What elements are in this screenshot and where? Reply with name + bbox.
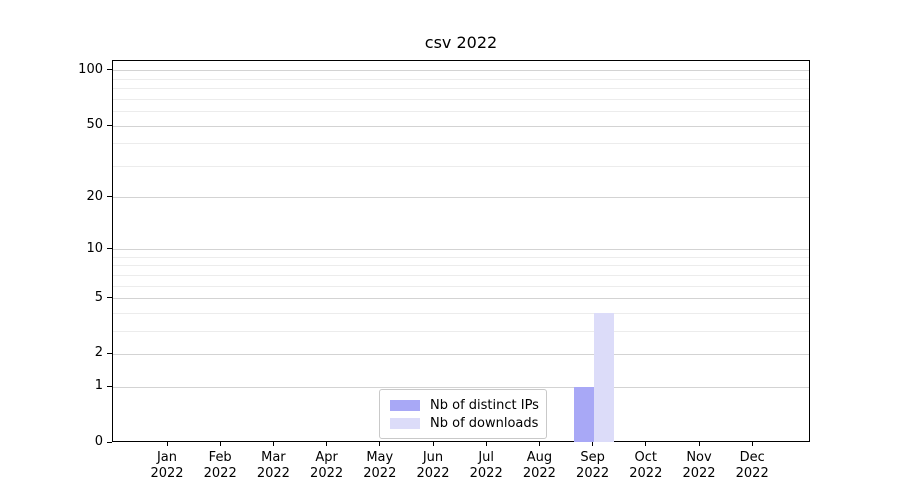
- x-tick-label: Oct 2022: [629, 450, 663, 481]
- y-tick: [107, 441, 112, 443]
- legend-label-downloads: Nb of downloads: [430, 415, 539, 431]
- x-tick: [166, 442, 168, 446]
- y-tick-label: 0: [94, 434, 103, 449]
- y-tick-label: 2: [94, 345, 103, 361]
- y-tick: [107, 385, 112, 387]
- y-tick: [107, 352, 112, 354]
- y-gridline-minor: [113, 330, 809, 332]
- x-tick: [645, 442, 647, 446]
- bar-distinct-ips: [573, 387, 594, 442]
- x-tick-label: Mar 2022: [256, 450, 290, 481]
- x-tick-label: Aug 2022: [522, 450, 556, 481]
- y-gridline-minor: [113, 312, 809, 314]
- x-tick-label: Feb 2022: [203, 450, 237, 481]
- x-tick: [592, 442, 594, 446]
- x-tick: [432, 442, 434, 446]
- y-tick-label: 5: [94, 289, 103, 305]
- y-gridline-major: [113, 298, 809, 300]
- y-gridline-major: [113, 197, 809, 199]
- x-tick: [698, 442, 700, 446]
- x-tick-label: Dec 2022: [735, 450, 769, 481]
- y-tick: [107, 124, 112, 126]
- x-tick: [751, 442, 753, 446]
- x-tick-label: May 2022: [363, 450, 397, 481]
- legend-swatch-distinct-ips: [390, 399, 420, 411]
- y-gridline-minor: [113, 143, 809, 145]
- y-gridline-minor: [113, 78, 809, 80]
- y-tick: [107, 196, 112, 198]
- x-tick: [219, 442, 221, 446]
- y-gridline-minor: [113, 165, 809, 167]
- legend-item-distinct-ips: Nb of distinct IPs: [390, 396, 539, 414]
- legend-label-distinct-ips: Nb of distinct IPs: [430, 397, 539, 413]
- y-tick: [107, 69, 112, 71]
- y-tick-label: 20: [86, 188, 103, 204]
- chart-title: csv 2022: [424, 33, 498, 52]
- y-gridline-major: [113, 386, 809, 388]
- x-tick: [538, 442, 540, 446]
- y-tick-label: 1: [94, 378, 103, 394]
- y-gridline-major: [113, 70, 809, 72]
- y-gridline-minor: [113, 265, 809, 267]
- y-tick: [107, 297, 112, 299]
- x-tick: [485, 442, 487, 446]
- y-gridline-minor: [113, 274, 809, 276]
- y-tick-label: 50: [86, 117, 103, 133]
- y-tick-label: 10: [86, 240, 103, 256]
- x-tick-label: Apr 2022: [310, 450, 344, 481]
- x-tick: [379, 442, 381, 446]
- y-gridline-major: [113, 249, 809, 251]
- y-gridline-major: [113, 353, 809, 355]
- x-tick-label: Jul 2022: [469, 450, 503, 481]
- x-tick-label: Jan 2022: [150, 450, 184, 481]
- y-gridline-minor: [113, 111, 809, 113]
- y-tick-label: 100: [78, 61, 103, 77]
- y-tick: [107, 248, 112, 250]
- y-gridline-minor: [113, 98, 809, 100]
- y-gridline-minor: [113, 88, 809, 90]
- x-tick: [272, 442, 274, 446]
- y-gridline-minor: [113, 285, 809, 287]
- plot-area: [112, 60, 810, 442]
- y-gridline-major: [113, 125, 809, 127]
- x-tick-label: Jun 2022: [416, 450, 450, 481]
- x-tick-label: Sep 2022: [576, 450, 610, 481]
- x-tick-label: Nov 2022: [682, 450, 716, 481]
- legend-swatch-downloads: [390, 417, 420, 429]
- bar-downloads: [593, 313, 614, 442]
- legend: Nb of distinct IPs Nb of downloads: [379, 389, 547, 439]
- y-gridline-minor: [113, 256, 809, 258]
- x-tick: [326, 442, 328, 446]
- legend-item-downloads: Nb of downloads: [390, 414, 539, 432]
